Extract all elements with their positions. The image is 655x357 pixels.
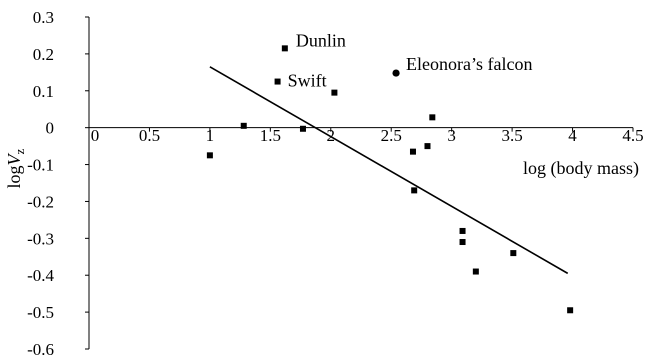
y-tick-label: 0.3 bbox=[33, 8, 54, 27]
x-axis-title: log (body mass) bbox=[523, 158, 639, 179]
y-tick-label: -0.4 bbox=[27, 266, 54, 285]
data-point-square bbox=[331, 89, 338, 96]
data-point-square bbox=[240, 122, 247, 129]
trend-line bbox=[209, 66, 569, 275]
y-tick-label: 0.1 bbox=[33, 82, 54, 101]
y-axis-ticks: 0.3 0.2 0.1 0 -0.1 -0.2 -0.3 -0.4 -0.5 -0.6 bbox=[27, 8, 89, 357]
y-tick-label: -0.1 bbox=[27, 156, 54, 175]
x-tick-label: 0 bbox=[91, 126, 100, 145]
x-tick-label: 1 bbox=[206, 126, 215, 145]
data-point-square bbox=[274, 78, 281, 85]
x-tick-label: 3 bbox=[447, 126, 456, 145]
data-point-square bbox=[409, 148, 416, 155]
y-axis-title-log: log bbox=[4, 165, 24, 188]
y-tick-label: 0 bbox=[46, 119, 55, 138]
y-tick-label: -0.2 bbox=[27, 192, 54, 211]
data-point-square bbox=[567, 307, 574, 314]
x-tick-label: 0.5 bbox=[139, 126, 160, 145]
data-points bbox=[206, 45, 574, 314]
axes bbox=[88, 17, 633, 349]
y-tick-label: -0.6 bbox=[27, 340, 54, 357]
x-tick-label: 4.5 bbox=[622, 126, 643, 145]
data-point-square bbox=[206, 152, 213, 159]
x-tick-label: 1.5 bbox=[260, 126, 281, 145]
y-tick-label: -0.5 bbox=[27, 303, 54, 322]
data-point-square bbox=[429, 114, 436, 121]
data-point-square bbox=[299, 125, 306, 132]
y-axis-title-var: V bbox=[4, 152, 24, 165]
data-point-square bbox=[459, 239, 466, 246]
x-axis-ticks: 0 0.5 1 1.5 2 2.5 3 3.5 4 4.5 bbox=[88, 126, 644, 145]
trendline-group bbox=[209, 66, 569, 275]
y-axis-title: logVz bbox=[4, 148, 27, 188]
x-tick-label: 2.5 bbox=[381, 126, 402, 145]
data-point-circle bbox=[392, 69, 400, 77]
data-point-square bbox=[472, 268, 479, 275]
annotation-label: Eleonora’s falcon bbox=[406, 54, 532, 74]
annotations: Dunlin Swift Eleonora’s falcon bbox=[288, 30, 533, 90]
data-point-square bbox=[510, 250, 517, 257]
data-point-square bbox=[459, 227, 466, 234]
x-tick-label: 4 bbox=[568, 126, 577, 145]
x-tick-label: 3.5 bbox=[501, 126, 522, 145]
data-point-square bbox=[424, 143, 431, 150]
data-point-square bbox=[281, 45, 288, 52]
y-tick-label: -0.3 bbox=[27, 229, 54, 248]
annotation-label: Dunlin bbox=[296, 30, 346, 50]
data-point-square bbox=[411, 187, 418, 194]
y-tick-label: 0.2 bbox=[33, 45, 54, 64]
y-axis-title-sub: z bbox=[12, 148, 27, 154]
annotation-label: Swift bbox=[288, 71, 327, 91]
x-tick-label: 2 bbox=[327, 126, 336, 145]
